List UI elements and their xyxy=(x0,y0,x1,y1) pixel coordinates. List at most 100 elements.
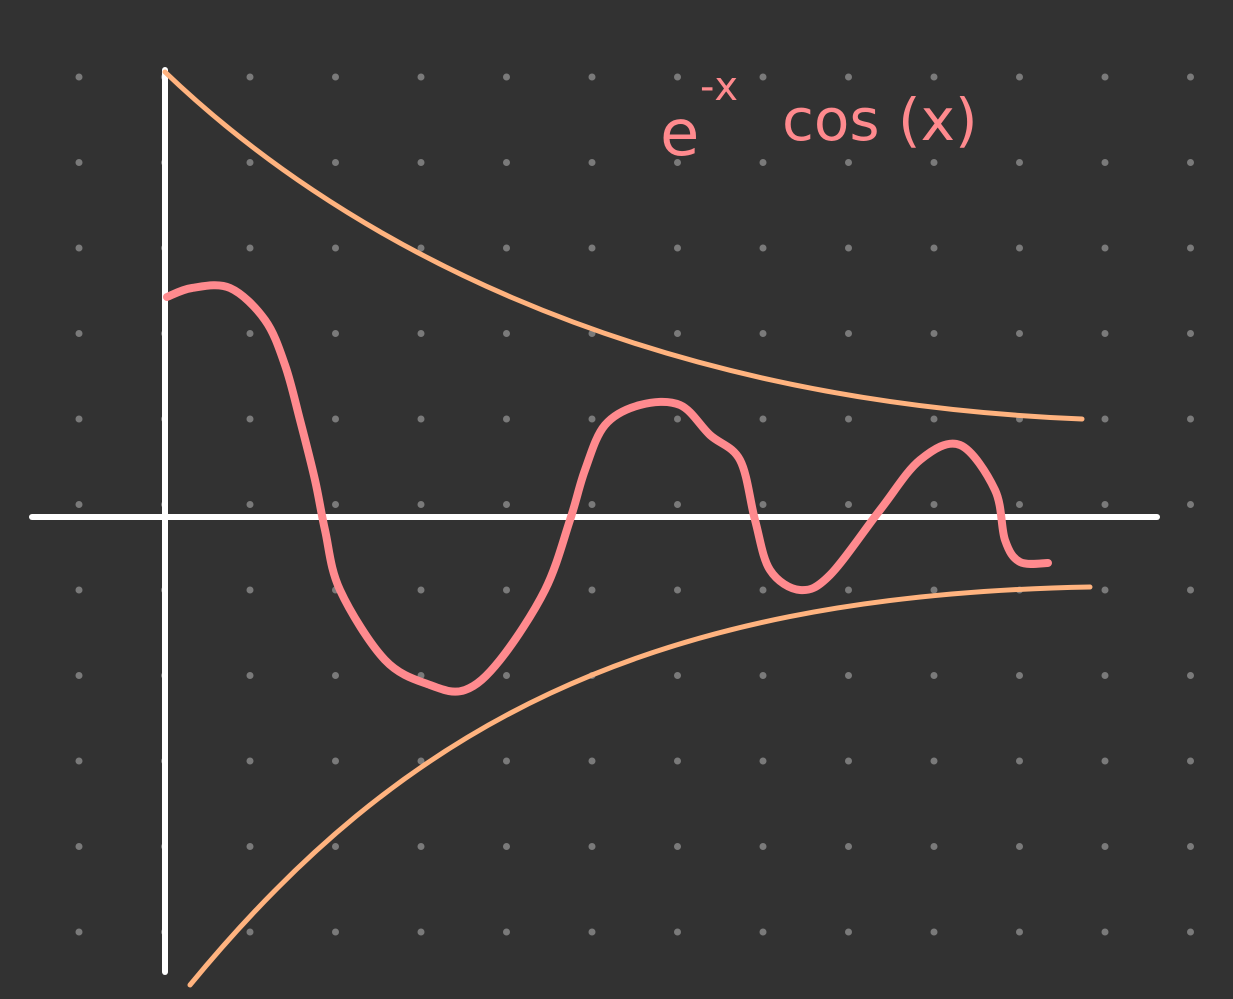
grid-dot xyxy=(1101,928,1109,936)
grid-dot xyxy=(588,757,596,765)
grid-dot xyxy=(845,330,852,337)
grid-dot xyxy=(332,415,339,423)
grid-dot xyxy=(417,330,425,337)
grid-dot xyxy=(332,843,339,850)
grid-dot xyxy=(417,757,425,765)
grid-dot xyxy=(246,159,254,166)
grid-dot xyxy=(759,415,767,423)
grid-dot xyxy=(75,244,83,252)
grid-dot xyxy=(930,330,938,337)
grid-dot xyxy=(332,672,339,679)
grid-dot xyxy=(75,586,83,594)
grid-dot xyxy=(1016,330,1023,337)
grid-dot xyxy=(1101,757,1109,765)
grid-dot xyxy=(588,586,596,594)
grid-dot xyxy=(588,159,596,166)
grid-dot xyxy=(1101,73,1109,81)
grid-dot xyxy=(246,757,254,765)
grid-dot xyxy=(1016,757,1023,765)
grid-dot xyxy=(417,415,425,423)
grid-dot xyxy=(246,73,254,81)
grid-dot xyxy=(674,415,681,423)
grid-dot xyxy=(246,672,254,679)
grid-dot xyxy=(674,330,681,337)
grid-dot xyxy=(588,928,596,936)
grid-dot xyxy=(1187,159,1194,166)
grid-dot xyxy=(503,843,510,850)
grid-dot xyxy=(845,244,852,252)
grid-dot xyxy=(845,501,852,508)
grid-dot xyxy=(503,330,510,337)
grid-dot xyxy=(1187,501,1194,508)
grid-dot xyxy=(246,586,254,594)
grid-dot xyxy=(332,501,339,508)
grid-dot xyxy=(503,757,510,765)
grid-dot xyxy=(417,244,425,252)
grid-dot xyxy=(246,928,254,936)
grid-dot xyxy=(845,757,852,765)
grid-dot xyxy=(1187,843,1194,850)
grid-dot xyxy=(1101,672,1109,679)
grid-dot xyxy=(1187,415,1194,423)
grid-dot xyxy=(845,415,852,423)
grid-dot xyxy=(332,244,339,252)
label-rest: cos (x) xyxy=(782,86,978,154)
grid-dot xyxy=(417,501,425,508)
grid-dot xyxy=(1016,73,1023,81)
grid-dot xyxy=(503,928,510,936)
grid-dot xyxy=(759,73,767,81)
grid-dot xyxy=(75,672,83,679)
grid-dot xyxy=(1101,586,1109,594)
grid-dot xyxy=(1101,501,1109,508)
damped-wave xyxy=(163,281,1052,696)
grid-dot xyxy=(759,928,767,936)
upper-envelope xyxy=(162,69,1085,422)
grid-dot xyxy=(75,415,83,423)
grid-dot xyxy=(930,73,938,81)
grid-dot xyxy=(845,928,852,936)
grid-dot xyxy=(1101,244,1109,252)
grid-dot xyxy=(1187,73,1194,81)
grid-dot xyxy=(75,73,83,81)
grid-dot xyxy=(674,672,681,679)
grid-dot xyxy=(1016,244,1023,252)
grid-dot xyxy=(417,159,425,166)
label-base: e xyxy=(660,97,699,171)
grid-dot xyxy=(332,757,339,765)
grid-dot xyxy=(503,415,510,423)
grid-dot xyxy=(759,586,767,594)
grid-dot xyxy=(930,757,938,765)
grid-dot xyxy=(588,244,596,252)
grid-dot xyxy=(930,843,938,850)
grid-dot xyxy=(674,586,681,594)
grid-dot xyxy=(1101,159,1109,166)
grid-dot xyxy=(246,244,254,252)
grid-dot xyxy=(1187,330,1194,337)
grid-dot xyxy=(759,672,767,679)
grid-dot xyxy=(417,843,425,850)
grid-dot xyxy=(674,843,681,850)
grid-dot xyxy=(503,672,510,679)
grid-dot xyxy=(930,159,938,166)
grid-dot xyxy=(503,586,510,594)
grid-dot xyxy=(759,843,767,850)
grid-dot xyxy=(1101,330,1109,337)
grid-dot xyxy=(1016,928,1023,936)
grid-dot xyxy=(75,757,83,765)
grid-dot xyxy=(759,330,767,337)
grid-dot xyxy=(417,928,425,936)
grid-dot xyxy=(1187,672,1194,679)
grid-dot xyxy=(674,757,681,765)
grid-dot xyxy=(588,73,596,81)
grid-dot xyxy=(1101,415,1109,423)
grid-dot xyxy=(1016,501,1023,508)
grid-dot xyxy=(845,73,852,81)
grid-dot xyxy=(1187,928,1194,936)
grid-dot xyxy=(246,843,254,850)
grid-dot xyxy=(1187,586,1194,594)
grid-dot xyxy=(674,244,681,252)
grid-dot xyxy=(845,586,852,594)
grid-dot xyxy=(674,928,681,936)
grid-dot xyxy=(246,501,254,508)
